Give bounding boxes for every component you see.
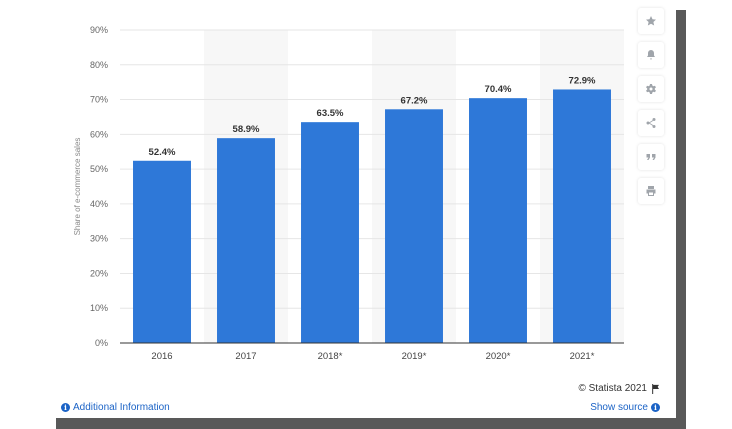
- frame-right-border: [676, 10, 686, 429]
- y-tick-label: 10%: [90, 303, 108, 313]
- bar-chart: 0% 10% 20% 30% 40% 50% 60% 70% 80% 90% 52.4% 58.9%…: [73, 25, 624, 362]
- cite-button[interactable]: [638, 144, 664, 170]
- y-tick-label: 30%: [90, 234, 108, 244]
- y-tick-label: 60%: [90, 129, 108, 139]
- x-tick-label: 2016: [151, 351, 172, 362]
- x-axis-tick-labels: 2016 2017 2018* 2019* 2020* 2021*: [151, 351, 594, 362]
- bar: [217, 138, 275, 343]
- flag-icon: [652, 383, 659, 394]
- print-icon: [646, 186, 656, 196]
- bell-icon: [647, 50, 655, 60]
- data-label: 70.4%: [485, 84, 512, 95]
- additional-information-link[interactable]: i Additional Information: [61, 402, 170, 413]
- y-tick-label: 40%: [90, 199, 108, 209]
- share-button[interactable]: [638, 110, 664, 136]
- data-label: 63.5%: [317, 108, 344, 119]
- bar: [133, 160, 191, 343]
- info-icon: i: [61, 403, 70, 412]
- quote-icon: [646, 154, 656, 160]
- bar: [469, 98, 527, 343]
- data-label: 67.2%: [401, 95, 428, 106]
- show-source-label: Show source: [590, 402, 648, 413]
- settings-button[interactable]: [638, 76, 664, 102]
- x-tick-label: 2020*: [486, 351, 511, 362]
- copyright-notice: © Statista 2021: [578, 383, 660, 394]
- share-icon: [646, 118, 656, 128]
- show-source-link[interactable]: Show source i: [590, 402, 660, 413]
- x-tick-label: 2021*: [570, 351, 595, 362]
- bar: [553, 89, 611, 343]
- bar: [385, 109, 443, 343]
- bar: [301, 122, 359, 344]
- y-axis-label: Share of e-commerce sales: [73, 138, 82, 236]
- x-tick-label: 2019*: [402, 351, 427, 362]
- y-tick-label: 20%: [90, 268, 108, 278]
- y-tick-label: 0%: [95, 338, 108, 348]
- data-label: 72.9%: [569, 75, 596, 86]
- x-tick-label: 2018*: [318, 351, 343, 362]
- y-tick-label: 70%: [90, 95, 108, 105]
- favorite-button[interactable]: [638, 8, 664, 34]
- gridlines: [120, 29, 624, 309]
- gear-icon: [646, 84, 656, 94]
- frame-bottom-border: [56, 418, 686, 429]
- x-tick-label: 2017: [235, 351, 256, 362]
- star-icon: [646, 16, 656, 26]
- y-tick-label: 50%: [90, 164, 108, 174]
- print-button[interactable]: [638, 178, 664, 204]
- data-labels: 52.4% 58.9% 63.5% 67.2% 70.4% 72.9%: [149, 75, 596, 157]
- data-label: 58.9%: [233, 124, 260, 135]
- y-tick-label: 80%: [90, 60, 108, 70]
- info-icon: i: [651, 403, 660, 412]
- bars: [133, 89, 611, 344]
- additional-information-label: Additional Information: [73, 402, 170, 413]
- data-label: 52.4%: [149, 147, 176, 158]
- chart-toolbar: [638, 8, 666, 212]
- copyright-text: © Statista 2021: [578, 383, 647, 394]
- alert-button[interactable]: [638, 42, 664, 68]
- y-axis-tick-labels: 0% 10% 20% 30% 40% 50% 60% 70% 80% 90%: [90, 25, 108, 348]
- y-tick-label: 90%: [90, 25, 108, 35]
